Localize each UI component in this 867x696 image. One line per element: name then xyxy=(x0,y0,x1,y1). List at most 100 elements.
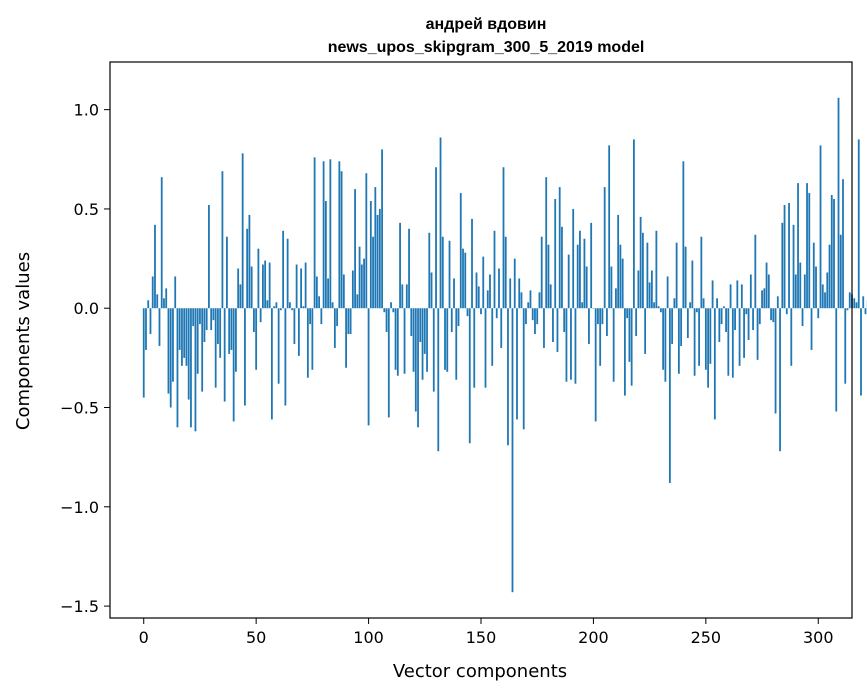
bar-component-24 xyxy=(196,308,199,374)
bar-component-111 xyxy=(392,308,395,313)
bar-component-116 xyxy=(403,308,406,374)
bar-component-235 xyxy=(671,308,674,344)
bar-component-139 xyxy=(455,308,458,380)
bar-component-245 xyxy=(693,308,696,376)
bar-component-10 xyxy=(165,288,168,309)
bar-component-264 xyxy=(736,280,739,309)
bar-component-18 xyxy=(183,308,186,358)
bar-component-88 xyxy=(340,171,343,309)
bar-component-311 xyxy=(842,179,844,309)
bar-component-114 xyxy=(399,222,401,309)
bar-component-242 xyxy=(686,308,689,339)
bar-component-211 xyxy=(617,214,620,309)
bar-component-93 xyxy=(351,270,354,309)
bar-component-155 xyxy=(491,308,494,366)
bar-component-97 xyxy=(360,264,363,309)
bar-component-226 xyxy=(650,270,653,309)
bar-component-39 xyxy=(230,308,233,350)
bar-component-213 xyxy=(621,258,624,309)
bar-component-33 xyxy=(217,308,219,344)
chart-title-line-1: андрей вдовин xyxy=(426,16,547,33)
bar-component-107 xyxy=(383,308,386,313)
bar-component-320 xyxy=(862,296,865,309)
bar-component-143 xyxy=(464,252,467,309)
bar-component-227 xyxy=(653,302,656,309)
bar-component-171 xyxy=(527,302,530,309)
bar-component-154 xyxy=(489,274,491,309)
bar-component-38 xyxy=(228,308,231,354)
bar-component-229 xyxy=(657,306,660,309)
bar-component-300 xyxy=(817,308,820,319)
bar-component-217 xyxy=(630,308,633,386)
bar-component-189 xyxy=(567,254,570,309)
bar-component-41 xyxy=(235,308,237,372)
bar-component-185 xyxy=(558,187,561,309)
bar-component-312 xyxy=(844,308,847,384)
bar-component-61 xyxy=(279,308,282,311)
bar-component-113 xyxy=(396,308,399,376)
bar-component-56 xyxy=(268,262,271,309)
bar-component-123 xyxy=(419,308,422,342)
bar-component-301 xyxy=(819,145,822,309)
bar-component-162 xyxy=(507,308,509,446)
bar-component-21 xyxy=(190,308,192,428)
bar-component-117 xyxy=(405,284,408,309)
bar-component-274 xyxy=(758,308,761,325)
bar-component-71 xyxy=(302,306,305,309)
bar-component-286 xyxy=(785,308,788,315)
bar-component-96 xyxy=(358,246,361,309)
bar-component-94 xyxy=(354,189,356,309)
bar-component-131 xyxy=(437,308,440,452)
bar-component-250 xyxy=(704,308,707,370)
bar-component-156 xyxy=(493,230,496,309)
bar-component-166 xyxy=(516,308,518,420)
bar-component-125 xyxy=(423,308,426,354)
bar-component-80 xyxy=(322,161,325,309)
bar-component-183 xyxy=(554,199,557,309)
bar-component-238 xyxy=(677,308,680,374)
bar-component-168 xyxy=(520,292,523,309)
bar-component-11 xyxy=(167,308,170,394)
bar-component-191 xyxy=(572,208,575,309)
bar-component-128 xyxy=(430,272,433,309)
bar-component-292 xyxy=(799,262,802,309)
bar-component-203 xyxy=(599,308,602,366)
bar-component-233 xyxy=(666,276,669,309)
bar-component-43 xyxy=(239,284,242,309)
bar-component-241 xyxy=(684,246,687,309)
bar-component-5 xyxy=(154,224,156,309)
y-tick-label: 0.0 xyxy=(74,299,99,318)
bar-component-147 xyxy=(473,308,476,388)
bar-component-176 xyxy=(538,292,541,309)
bar-component-135 xyxy=(446,308,449,372)
bar-component-6 xyxy=(156,294,159,309)
bar-component-105 xyxy=(378,208,381,309)
bar-component-160 xyxy=(502,167,505,309)
bar-component-237 xyxy=(675,242,678,309)
bar-component-77 xyxy=(315,276,318,309)
bar-component-170 xyxy=(525,308,527,325)
bar-component-138 xyxy=(453,278,455,309)
bar-component-126 xyxy=(426,308,428,372)
bar-component-52 xyxy=(259,308,262,323)
bar-component-153 xyxy=(486,290,489,309)
bar-component-106 xyxy=(381,149,383,309)
bar-component-310 xyxy=(839,234,842,309)
bar-component-276 xyxy=(763,288,766,309)
bar-component-134 xyxy=(444,308,446,370)
x-tick-label: 150 xyxy=(466,628,497,647)
bar-component-289 xyxy=(792,224,795,309)
bar-component-252 xyxy=(709,308,712,364)
bar-component-216 xyxy=(628,308,631,362)
bar-component-247 xyxy=(698,308,700,366)
bar-component-294 xyxy=(803,274,806,309)
bar-component-142 xyxy=(462,248,464,309)
x-axis-ticks: 0 50 100 150 200 250 300 xyxy=(139,618,834,647)
bar-component-89 xyxy=(342,274,345,309)
x-tick-label: 300 xyxy=(803,628,834,647)
bar-component-85 xyxy=(333,308,336,348)
bar-component-50 xyxy=(255,308,258,370)
bar-component-209 xyxy=(612,308,615,382)
y-axis-ticks: −1.5 −1.0 −0.5 0.0 0.5 1.0 xyxy=(60,101,110,616)
